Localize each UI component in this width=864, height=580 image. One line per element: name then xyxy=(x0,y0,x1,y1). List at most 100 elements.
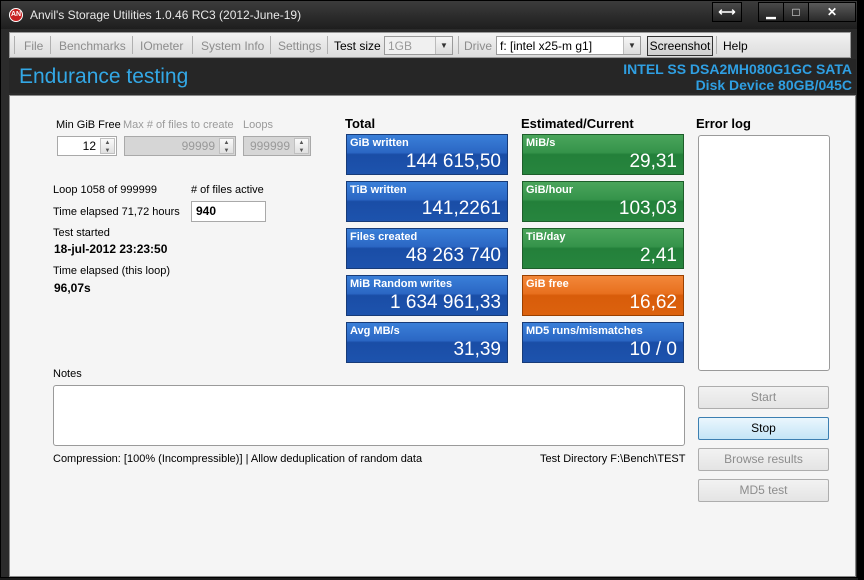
drive-label: Drive xyxy=(464,39,493,53)
drive-value: f: [intel x25-m g1] xyxy=(500,39,593,53)
loops-value: 999999 xyxy=(249,139,290,153)
menu-grip xyxy=(14,36,15,54)
loop-progress: Loop 1058 of 999999 xyxy=(53,184,157,196)
tile-label: GiB/hour xyxy=(526,184,574,196)
browse-results-button[interactable]: Browse results xyxy=(698,448,829,471)
disk-device: Disk Device 80GB/045C xyxy=(695,77,852,93)
time-elapsed-total: Time elapsed 71,72 hours xyxy=(53,206,180,218)
test-started-label: Test started xyxy=(53,227,110,239)
menu-file[interactable]: File xyxy=(24,39,44,53)
menu-separator xyxy=(50,36,51,54)
files-active-field[interactable]: 940 xyxy=(191,201,266,222)
menu-separator xyxy=(327,36,328,54)
menu-separator xyxy=(132,36,133,54)
tile-label: TiB written xyxy=(350,184,407,196)
stop-button[interactable]: Stop xyxy=(698,417,829,440)
md5-runs-tile: MD5 runs/mismatches 10 / 0 xyxy=(522,322,684,363)
md5-test-button[interactable]: MD5 test xyxy=(698,479,829,502)
tib-day-tile: TiB/day 2,41 xyxy=(522,228,684,269)
tile-label: MD5 runs/mismatches xyxy=(526,325,643,337)
tile-value: 1 634 961,33 xyxy=(390,292,501,313)
tile-label: TiB/day xyxy=(526,231,566,243)
spinner-arrows-icon[interactable]: ▲ ▼ xyxy=(100,138,115,154)
chevron-down-icon: ▼ xyxy=(435,37,452,54)
test-size-select[interactable]: 1GB ▼ xyxy=(384,36,453,55)
loops-spinner[interactable]: 999999 ▲ ▼ xyxy=(243,136,311,156)
test-size-label: Test size xyxy=(334,39,381,53)
tile-label: GiB free xyxy=(526,278,569,290)
menu-separator xyxy=(192,36,193,54)
compression-info: Compression: [100% (Incompressible)] | A… xyxy=(53,453,423,465)
files-created-tile: Files created 48 263 740 xyxy=(346,228,508,269)
menu-help[interactable]: Help xyxy=(723,39,748,53)
gib-free-tile: GiB free 16,62 xyxy=(522,275,684,316)
gib-written-tile: GiB written 144 615,50 xyxy=(346,134,508,175)
tile-value: 141,2261 xyxy=(421,198,501,219)
menu-separator xyxy=(458,36,459,54)
loops-label: Loops xyxy=(243,119,273,131)
min-gib-free-value: 12 xyxy=(82,139,96,153)
page-header: Endurance testing INTEL SS DSA2MH080G1GC… xyxy=(9,59,856,93)
tile-value: 29,31 xyxy=(629,151,677,172)
tile-label: MiB Random writes xyxy=(350,278,453,290)
app-logo-icon: AN xyxy=(9,8,23,22)
menu-separator xyxy=(270,36,271,54)
mibs-tile: MiB/s 29,31 xyxy=(522,134,684,175)
menu-system-info[interactable]: System Info xyxy=(201,39,265,53)
maximize-button[interactable]: □ xyxy=(783,2,809,22)
loop-elapsed-value: 96,07s xyxy=(54,281,91,295)
title-bar: AN Anvil's Storage Utilities 1.0.46 RC3 … xyxy=(1,1,857,29)
tile-value: 48 263 740 xyxy=(405,245,501,266)
tile-value: 10 / 0 xyxy=(629,339,677,360)
max-files-label: Max # of files to create xyxy=(123,119,234,131)
tile-label: Files created xyxy=(350,231,418,243)
tile-value: 16,62 xyxy=(629,292,677,313)
minimize-button[interactable]: ▁ xyxy=(758,2,784,22)
spinner-arrows-icon[interactable]: ▲ ▼ xyxy=(219,138,234,154)
error-log-list[interactable] xyxy=(698,135,830,371)
test-size-value: 1GB xyxy=(388,39,413,53)
menu-benchmarks[interactable]: Benchmarks xyxy=(59,39,126,53)
loop-elapsed-label: Time elapsed (this loop) xyxy=(53,265,170,277)
menu-bar: File Benchmarks IOmeter System Info Sett… xyxy=(9,32,851,58)
menu-separator xyxy=(716,36,717,54)
avg-mbs-tile: Avg MB/s 31,39 xyxy=(346,322,508,363)
menu-settings[interactable]: Settings xyxy=(278,39,322,53)
main-panel: Min GiB Free 12 ▲ ▼ Max # of files to cre… xyxy=(9,95,856,577)
max-files-spinner[interactable]: 99999 ▲ ▼ xyxy=(124,136,236,156)
notes-textarea[interactable] xyxy=(53,385,685,446)
page-title: Endurance testing xyxy=(19,65,189,88)
window-edge xyxy=(858,0,864,580)
menu-iometer[interactable]: IOmeter xyxy=(140,39,184,53)
test-started-value: 18-jul-2012 23:23:50 xyxy=(54,242,168,256)
files-active-label: # of files active xyxy=(191,184,264,196)
tile-value: 31,39 xyxy=(453,339,501,360)
chevron-down-icon: ▼ xyxy=(623,37,640,54)
disk-model: INTEL SS DSA2MH080G1GC SATA xyxy=(623,61,852,77)
max-files-value: 99999 xyxy=(181,139,215,153)
tile-value: 144 615,50 xyxy=(405,151,501,172)
total-heading: Total xyxy=(345,116,376,131)
tib-written-tile: TiB written 141,2261 xyxy=(346,181,508,222)
tile-label: MiB/s xyxy=(526,137,556,149)
close-button[interactable]: ✕ xyxy=(808,2,856,22)
min-gib-free-label: Min GiB Free xyxy=(56,119,121,131)
mib-random-writes-tile: MiB Random writes 1 634 961,33 xyxy=(346,275,508,316)
gib-hour-tile: GiB/hour 103,03 xyxy=(522,181,684,222)
tile-label: GiB written xyxy=(350,137,409,149)
resize-arrows-icon[interactable]: ⟷ xyxy=(712,2,742,22)
tile-value: 103,03 xyxy=(618,198,677,219)
spinner-arrows-icon[interactable]: ▲ ▼ xyxy=(294,138,309,154)
test-directory: Test Directory F:\Bench\TEST xyxy=(540,453,686,465)
drive-select[interactable]: f: [intel x25-m g1] ▼ xyxy=(496,36,641,55)
start-button[interactable]: Start xyxy=(698,386,829,409)
notes-label: Notes xyxy=(53,368,82,380)
screenshot-button[interactable]: Screenshot xyxy=(647,36,713,56)
window-title: Anvil's Storage Utilities 1.0.46 RC3 (20… xyxy=(30,8,302,22)
error-log-heading: Error log xyxy=(696,116,751,131)
disk-info: INTEL SS DSA2MH080G1GC SATA Disk Device … xyxy=(623,61,852,93)
estimated-heading: Estimated/Current xyxy=(521,116,634,131)
tile-value: 2,41 xyxy=(640,245,677,266)
min-gib-free-spinner[interactable]: 12 ▲ ▼ xyxy=(57,136,117,156)
